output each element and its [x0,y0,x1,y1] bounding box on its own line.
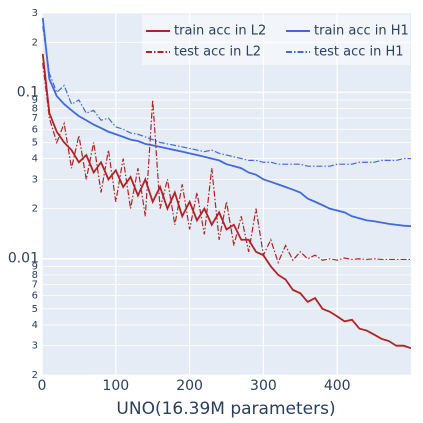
legend-label: train acc in L2 [174,24,266,39]
line-series [42,63,411,265]
plot-lines [42,17,411,350]
plot-background [42,13,411,375]
y-tick-label: 6 [32,124,38,135]
y-tick-label: 9 [32,261,38,272]
y-tick-label: 5 [32,304,38,315]
legend: train acc in L2 train acc in H1 test acc i… [142,15,410,65]
y-tick-label: 9 [32,95,38,106]
y-tick-label: 8 [32,103,38,114]
y-tick-label: 7 [32,279,38,290]
y-tick-label: 3 [32,174,38,185]
legend-label: test acc in H1 [314,45,404,60]
y-tick-label: 7 [32,113,38,124]
x-axis-title: UNO(16.39M parameters) [116,399,335,419]
x-tick-label: 0 [38,378,47,394]
line-series [42,17,411,228]
y-tick-label: 2 [32,370,38,381]
y-tick-label: 0.01 [8,251,39,267]
x-tick-label: 400 [324,378,351,394]
legend-label: train acc in H1 [314,24,409,39]
y-tick-label: 3 [32,8,38,19]
y-tick-label: 4 [32,154,38,165]
y-tick-label: 0.1 [17,84,39,100]
x-tick-label: 100 [102,378,129,394]
legend-background [142,15,410,65]
y-tick-label: 8 [32,270,38,281]
x-tick-label: 300 [250,378,277,394]
legend-label: test acc in L2 [174,45,261,60]
y-tick-label: 4 [32,320,38,331]
line-series [42,26,411,167]
y-tick-label: 6 [32,291,38,302]
y-tick-label: 3 [32,341,38,352]
y-tick-label: 2 [32,204,38,215]
y-tick-label: 5 [32,137,38,148]
y-tick-label: 2 [32,37,38,48]
line-series [42,53,411,350]
x-tick-label: 200 [176,378,203,394]
